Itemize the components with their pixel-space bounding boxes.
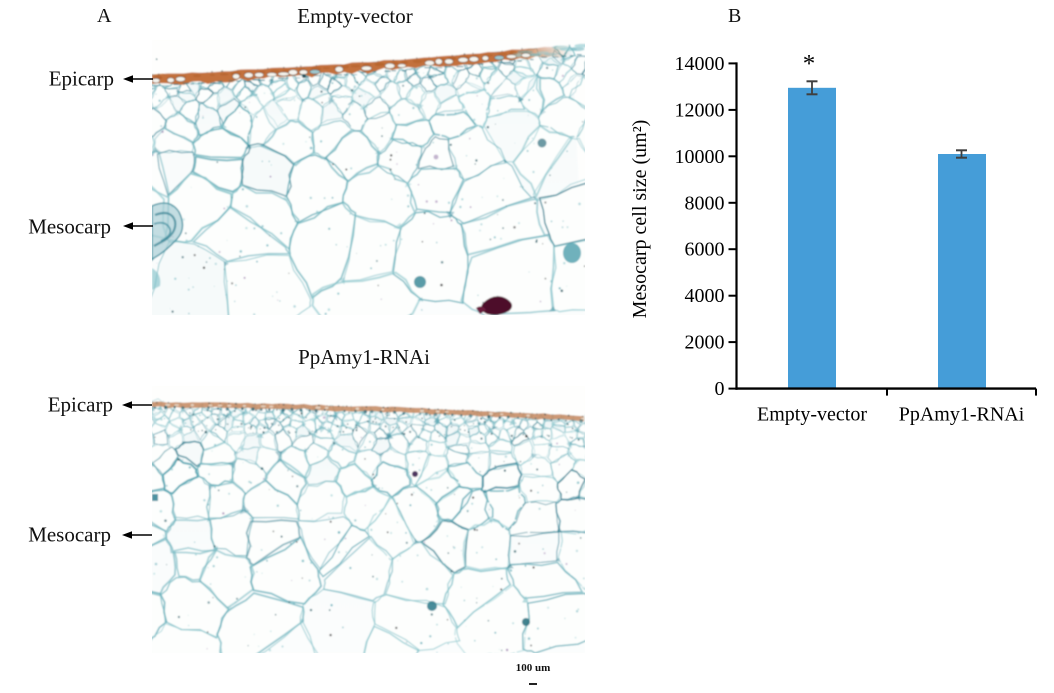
svg-text:10000: 10000 bbox=[675, 146, 725, 168]
svg-text:PpAmy1-RNAi: PpAmy1-RNAi bbox=[899, 404, 1025, 426]
svg-text:*: * bbox=[803, 51, 816, 78]
svg-text:14000: 14000 bbox=[675, 53, 725, 75]
svg-text:0: 0 bbox=[715, 378, 725, 400]
svg-text:2000: 2000 bbox=[685, 332, 725, 354]
svg-text:4000: 4000 bbox=[685, 285, 725, 307]
svg-text:Mesocarp cell size (um²): Mesocarp cell size (um²) bbox=[629, 120, 651, 319]
svg-text:Empty-vector: Empty-vector bbox=[757, 404, 867, 426]
svg-text:12000: 12000 bbox=[675, 99, 725, 121]
svg-text:8000: 8000 bbox=[685, 192, 725, 214]
svg-text:6000: 6000 bbox=[685, 239, 725, 261]
